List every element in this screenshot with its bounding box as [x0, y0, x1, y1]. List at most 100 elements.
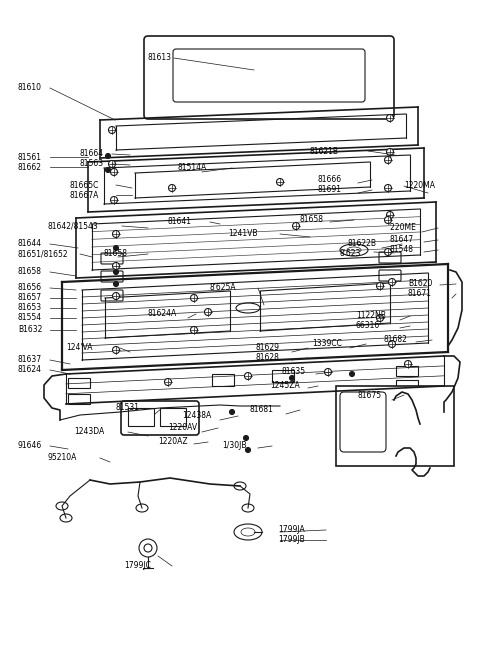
- Circle shape: [191, 327, 197, 334]
- Circle shape: [384, 156, 392, 164]
- Text: 81656: 81656: [18, 284, 42, 292]
- Circle shape: [384, 248, 392, 256]
- Circle shape: [106, 154, 110, 158]
- Circle shape: [112, 263, 120, 269]
- Text: 81658: 81658: [104, 250, 128, 258]
- Bar: [128, 408, 154, 426]
- Circle shape: [110, 196, 118, 204]
- Circle shape: [386, 114, 394, 122]
- Text: 1220AZ: 1220AZ: [158, 438, 188, 447]
- Circle shape: [376, 283, 384, 290]
- Circle shape: [108, 127, 116, 133]
- Circle shape: [112, 292, 120, 300]
- Text: 81666: 81666: [318, 175, 342, 185]
- Text: 1220AV: 1220AV: [168, 424, 197, 432]
- Text: 1339CC: 1339CC: [312, 340, 342, 348]
- Circle shape: [388, 340, 396, 348]
- Text: 8'623: 8'623: [340, 248, 361, 258]
- Text: 1220MA: 1220MA: [404, 181, 435, 191]
- Circle shape: [245, 447, 251, 453]
- Text: 81653: 81653: [18, 304, 42, 313]
- Text: 81662: 81662: [18, 162, 42, 171]
- Circle shape: [349, 371, 355, 376]
- Text: 81563: 81563: [80, 160, 104, 168]
- Circle shape: [229, 409, 235, 415]
- Text: 81613: 81613: [148, 53, 172, 62]
- Bar: [336, 386, 454, 466]
- Text: 81514A: 81514A: [178, 164, 207, 173]
- Circle shape: [384, 185, 392, 191]
- Text: B1620: B1620: [408, 279, 432, 288]
- Text: 81651/81652: 81651/81652: [18, 250, 69, 258]
- Circle shape: [386, 148, 394, 156]
- Circle shape: [384, 217, 392, 223]
- Text: 81665C: 81665C: [70, 181, 99, 189]
- Text: 81548: 81548: [390, 246, 414, 254]
- Bar: [396, 380, 418, 390]
- Text: 81610: 81610: [18, 83, 42, 93]
- Text: 124'VA: 124'VA: [66, 344, 93, 353]
- Text: 91646: 91646: [18, 442, 42, 451]
- Text: 81531: 81531: [116, 403, 140, 413]
- Text: 1799JB: 1799JB: [278, 535, 305, 545]
- Circle shape: [324, 369, 332, 376]
- Text: 81642/81543: 81642/81543: [48, 221, 99, 231]
- Text: 81624: 81624: [18, 365, 42, 374]
- Text: '220ME: '220ME: [388, 223, 416, 233]
- Text: 81667A: 81667A: [70, 191, 99, 200]
- Ellipse shape: [340, 244, 368, 256]
- Bar: [272, 370, 294, 382]
- Text: 81644: 81644: [18, 240, 42, 248]
- Bar: [212, 374, 234, 386]
- Circle shape: [243, 436, 249, 440]
- Text: 1799JA: 1799JA: [278, 526, 305, 535]
- Circle shape: [113, 281, 119, 286]
- Circle shape: [204, 309, 212, 315]
- Text: 1/30JB: 1/30JB: [222, 442, 247, 451]
- Circle shape: [244, 373, 252, 380]
- Circle shape: [165, 378, 171, 386]
- Text: 81658: 81658: [18, 267, 42, 277]
- Ellipse shape: [236, 303, 260, 313]
- Text: 1799JC: 1799JC: [124, 562, 151, 570]
- Text: 81554: 81554: [18, 313, 42, 323]
- Text: 81561: 81561: [18, 152, 42, 162]
- Text: 1122NB: 1122NB: [356, 311, 386, 321]
- Text: 81681: 81681: [250, 405, 274, 415]
- Circle shape: [106, 168, 110, 173]
- Circle shape: [113, 269, 119, 275]
- FancyBboxPatch shape: [173, 49, 365, 102]
- Circle shape: [108, 160, 116, 168]
- Text: 81647: 81647: [390, 235, 414, 244]
- Circle shape: [113, 246, 119, 250]
- Circle shape: [386, 212, 394, 219]
- Text: 1243DA: 1243DA: [74, 428, 104, 436]
- Text: 81664: 81664: [80, 150, 104, 158]
- Text: 81641: 81641: [168, 217, 192, 227]
- Text: B1632: B1632: [18, 325, 42, 334]
- Text: 81671: 81671: [408, 290, 432, 298]
- Text: 81658: 81658: [300, 215, 324, 225]
- Circle shape: [289, 376, 295, 380]
- Bar: [396, 366, 418, 376]
- Bar: [160, 408, 186, 426]
- Circle shape: [292, 223, 300, 229]
- Text: 12438A: 12438A: [182, 411, 211, 420]
- Bar: [68, 378, 90, 388]
- Circle shape: [168, 185, 176, 191]
- Text: 81628: 81628: [256, 353, 280, 363]
- Circle shape: [112, 346, 120, 353]
- Circle shape: [376, 315, 384, 321]
- Text: 81629: 81629: [256, 344, 280, 353]
- Text: 81691: 81691: [318, 185, 342, 194]
- Text: 81657: 81657: [18, 294, 42, 302]
- Text: 81682: 81682: [384, 336, 408, 344]
- Circle shape: [110, 168, 118, 175]
- Bar: [68, 394, 90, 404]
- Circle shape: [112, 231, 120, 237]
- Text: 81624A: 81624A: [148, 309, 177, 319]
- Text: 81637: 81637: [18, 355, 42, 365]
- Text: 1245ZA: 1245ZA: [270, 382, 300, 390]
- Text: 95210A: 95210A: [48, 453, 77, 463]
- Text: 66316: 66316: [356, 321, 380, 330]
